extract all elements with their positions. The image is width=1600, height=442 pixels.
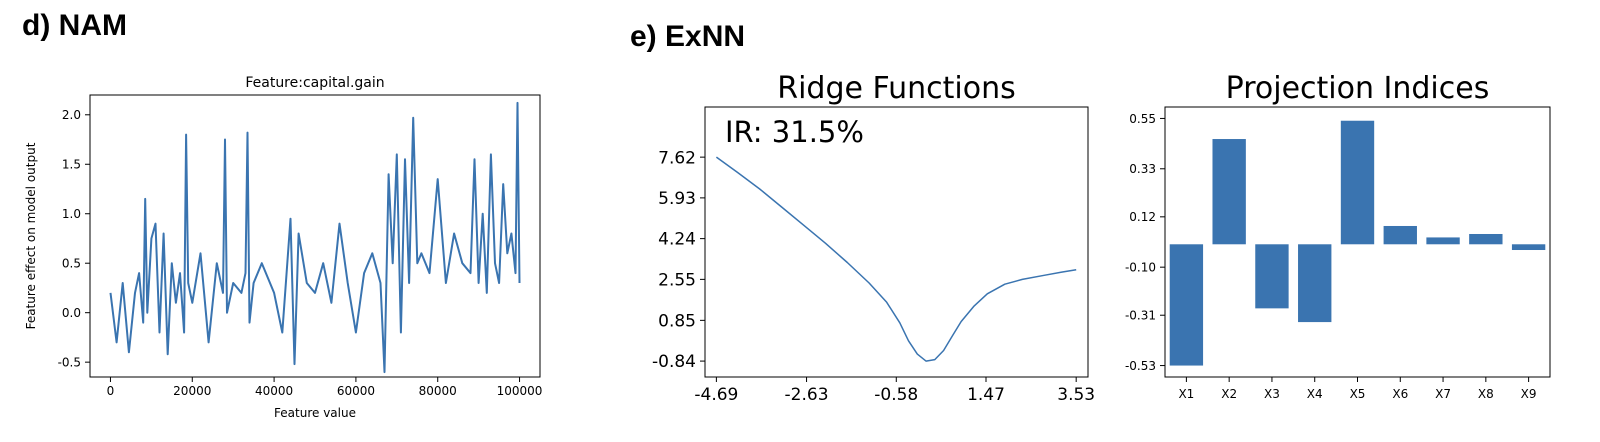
chart1-ytick-label: 1.0 [62,207,81,221]
chart1-series-line [109,101,521,374]
chart3-bar-x9 [1511,244,1546,251]
chart3-xtick-label: X4 [1307,387,1323,401]
chart1-xlabel: Feature value [274,406,356,420]
chart3-ytick-label: -0.53 [1125,359,1156,373]
chart1-ytick-label: 2.0 [62,108,81,122]
chart1-title: Feature:capital.gain [245,75,384,91]
chart2-xtick-label: 1.47 [967,385,1005,405]
chart2-ytick-label: 4.24 [658,230,696,250]
chart3-bar-x2 [1212,139,1246,245]
chart2-xtick-label: -2.63 [785,385,829,405]
chart1-xtick-label: 80000 [419,384,457,398]
chart3-xtick-label: X6 [1392,387,1408,401]
chart3-ytick-label: 0.55 [1129,112,1156,126]
chart1-ytick-label: 1.5 [62,158,81,172]
chart2-series-line [715,156,1077,362]
chart3-bar-x1 [1169,244,1204,366]
chart2-ytick-label: 2.55 [658,270,696,290]
chart3-ytick-label: -0.10 [1125,260,1156,274]
chart3-xtick-label: X5 [1350,387,1366,401]
chart1-ylabel: Feature effect on model output [24,142,38,329]
chart3-bar-x5 [1340,120,1375,245]
chart2-xtick-label: 3.53 [1057,385,1095,405]
chart1-xtick-label: 100000 [497,384,543,398]
chart3-title: Projection Indices [1226,71,1490,106]
chart3-ytick-label: -0.31 [1125,309,1156,323]
chart1-xtick-label: 60000 [337,384,375,398]
chart3-ytick-label: 0.33 [1129,162,1156,176]
chart1-xtick-label: 0 [107,384,115,398]
chart2-ytick-label: -0.84 [652,352,696,372]
panel-e-label: e) ExNN [630,20,746,53]
chart1-ytick-label: 0.5 [62,257,81,271]
chart3-xtick-label: X1 [1178,387,1194,401]
chart3-ytick-label: 0.12 [1129,210,1156,224]
chart3-bar-x6 [1383,225,1417,245]
panel-d-label: d) NAM [22,9,127,42]
chart1-ytick-label: -0.5 [58,355,81,369]
chart1-ytick-label: 0.0 [62,306,81,320]
chart3-xtick-label: X8 [1478,387,1494,401]
chart2-xtick-label: -4.69 [694,385,738,405]
chart3-bar-x3 [1255,244,1289,309]
chart2-annotation: IR: 31.5% [725,115,864,149]
chart1-xtick-label: 20000 [173,384,211,398]
chart3-xtick-label: X3 [1264,387,1280,401]
chart2-ytick-label: 5.93 [658,189,696,209]
chart3-xtick-label: X7 [1435,387,1451,401]
chart3-xtick-label: X9 [1521,387,1537,401]
chart2-ytick-label: 7.62 [658,148,696,168]
chart3-xtick-label: X2 [1221,387,1237,401]
chart1-plot-frame [89,94,541,378]
chart3-bar-x4 [1298,244,1332,323]
chart2-ytick-label: 0.85 [658,311,696,331]
chart2-title: Ridge Functions [777,71,1016,106]
chart2-xtick-label: -0.58 [874,385,918,405]
chart3-bar-x8 [1469,233,1503,245]
chart3-bar-x7 [1426,237,1460,245]
chart1-xtick-label: 40000 [255,384,293,398]
